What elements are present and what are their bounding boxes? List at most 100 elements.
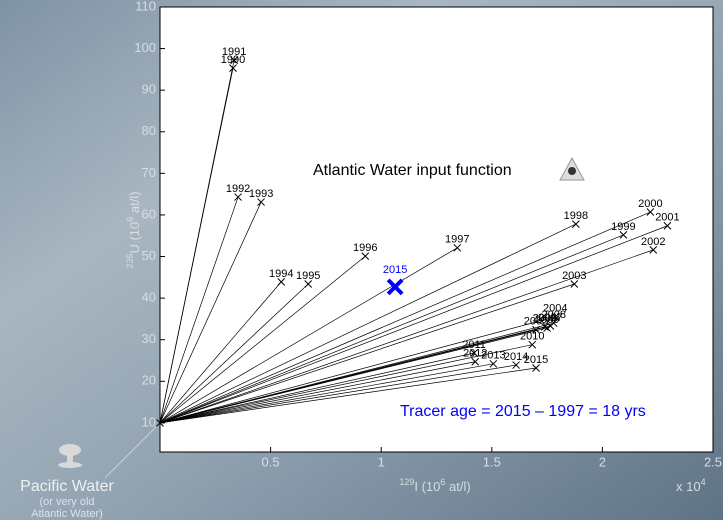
- point: [572, 220, 580, 228]
- point-glyph: [532, 325, 540, 334]
- mixing-line: [159, 201, 262, 424]
- point: [549, 319, 558, 327]
- point-label: 2004: [543, 303, 567, 315]
- mixing-line: [159, 60, 235, 423]
- point-label: 1999: [611, 221, 635, 233]
- mixing-line: [159, 283, 309, 424]
- y-axis-label: 235U (106 at/l): [125, 191, 142, 268]
- point: [512, 361, 520, 369]
- point-label: 2002: [641, 236, 665, 248]
- mixing-line: [159, 211, 651, 424]
- point-label: 1997: [445, 234, 469, 246]
- source-note: Atlantic Water): [31, 508, 103, 520]
- mixing-line: [159, 281, 282, 424]
- x-multiplier: x 104: [676, 477, 706, 494]
- point: [453, 243, 462, 252]
- point-label: 1995: [296, 270, 320, 282]
- point-glyph: [551, 312, 560, 321]
- mixing-line: [159, 316, 556, 424]
- point-label: 1993: [249, 188, 273, 200]
- point: [277, 278, 286, 286]
- x-axis-label-part: I (10: [414, 479, 440, 494]
- point-glyph: [470, 349, 478, 357]
- x-axis-label: 129I (106 at/l): [399, 477, 470, 494]
- y-tick-label: 100: [134, 40, 156, 55]
- mixing-line: [159, 283, 575, 424]
- mixing-line: [159, 364, 517, 424]
- point-glyph: [471, 357, 480, 366]
- point: [361, 252, 370, 260]
- y-tick-label: 10: [142, 414, 156, 429]
- cloud-icon: [58, 444, 82, 468]
- x-tick-label: 0.5: [262, 454, 280, 469]
- point: [543, 324, 551, 332]
- point-label: 1991: [222, 46, 246, 58]
- radiation-icon: [559, 156, 585, 181]
- mixing-line: [159, 225, 668, 424]
- point: [551, 312, 560, 321]
- point: [304, 280, 313, 288]
- point-label: 2009: [535, 314, 559, 326]
- x-tick-label: 1.5: [483, 454, 501, 469]
- mixing-line: [159, 322, 554, 424]
- point: [619, 231, 628, 239]
- point: [257, 198, 265, 206]
- point-glyph: [619, 231, 628, 239]
- x-tick-label: 2: [599, 454, 606, 469]
- point-glyph: [489, 359, 498, 368]
- y-axis-label-part: 235: [125, 254, 135, 269]
- point-glyph: [646, 208, 655, 216]
- y-tick-label: 90: [142, 82, 156, 97]
- point-label: 2003: [562, 270, 586, 282]
- x-axis-label-part: 129: [399, 477, 414, 487]
- point: [230, 56, 238, 65]
- pointer-line: [104, 422, 161, 479]
- y-tick-label: 30: [142, 331, 156, 346]
- point-label: 1990: [221, 54, 245, 66]
- point-label: 1992: [226, 183, 250, 195]
- point-glyph: [543, 324, 551, 332]
- point-label: 2010: [520, 331, 544, 343]
- x-tick-label: 1: [378, 454, 385, 469]
- point: [528, 340, 537, 349]
- point: [532, 364, 540, 372]
- point-glyph: [361, 252, 370, 260]
- y-tick-label: 110: [135, 0, 156, 13]
- highlight-point: [386, 278, 404, 296]
- y-tick-label: 60: [142, 206, 156, 221]
- point: [471, 357, 480, 366]
- source-note: (or very old: [39, 496, 94, 508]
- point-label: 2014: [504, 351, 528, 363]
- mixing-line: [159, 361, 476, 424]
- point-label: 1994: [269, 268, 293, 280]
- annotation: Tracer age = 2015 – 1997 = 18 yrs: [400, 403, 646, 420]
- y-tick-label: 40: [142, 290, 156, 305]
- point-label: 1998: [564, 210, 588, 222]
- point-glyph: [304, 280, 313, 288]
- y-axis-label-part: U (10: [127, 222, 142, 254]
- x-tick-label: 2.5: [704, 454, 722, 469]
- x-axis-label-part: at/l): [445, 479, 470, 494]
- point: [532, 325, 540, 334]
- point-glyph: [663, 221, 672, 230]
- mixing-line: [159, 255, 366, 424]
- point-glyph: [234, 193, 242, 201]
- annotation: Atlantic Water input function: [313, 162, 512, 179]
- point: [646, 208, 655, 216]
- point-glyph: [528, 340, 537, 349]
- mixing-line: [159, 247, 458, 424]
- mixing-line: [159, 196, 239, 424]
- mixing-line: [159, 344, 533, 424]
- point-glyph: [453, 243, 462, 252]
- point-glyph: [229, 64, 237, 72]
- x-multiplier-part: x 10: [676, 479, 701, 494]
- highlight-point-glyph: [386, 278, 404, 296]
- point-label: 2008: [541, 309, 565, 321]
- point-label: 2000: [638, 198, 662, 210]
- mixing-line: [159, 223, 577, 424]
- point-label: 2011: [462, 339, 486, 351]
- y-tick-label: 20: [142, 373, 156, 388]
